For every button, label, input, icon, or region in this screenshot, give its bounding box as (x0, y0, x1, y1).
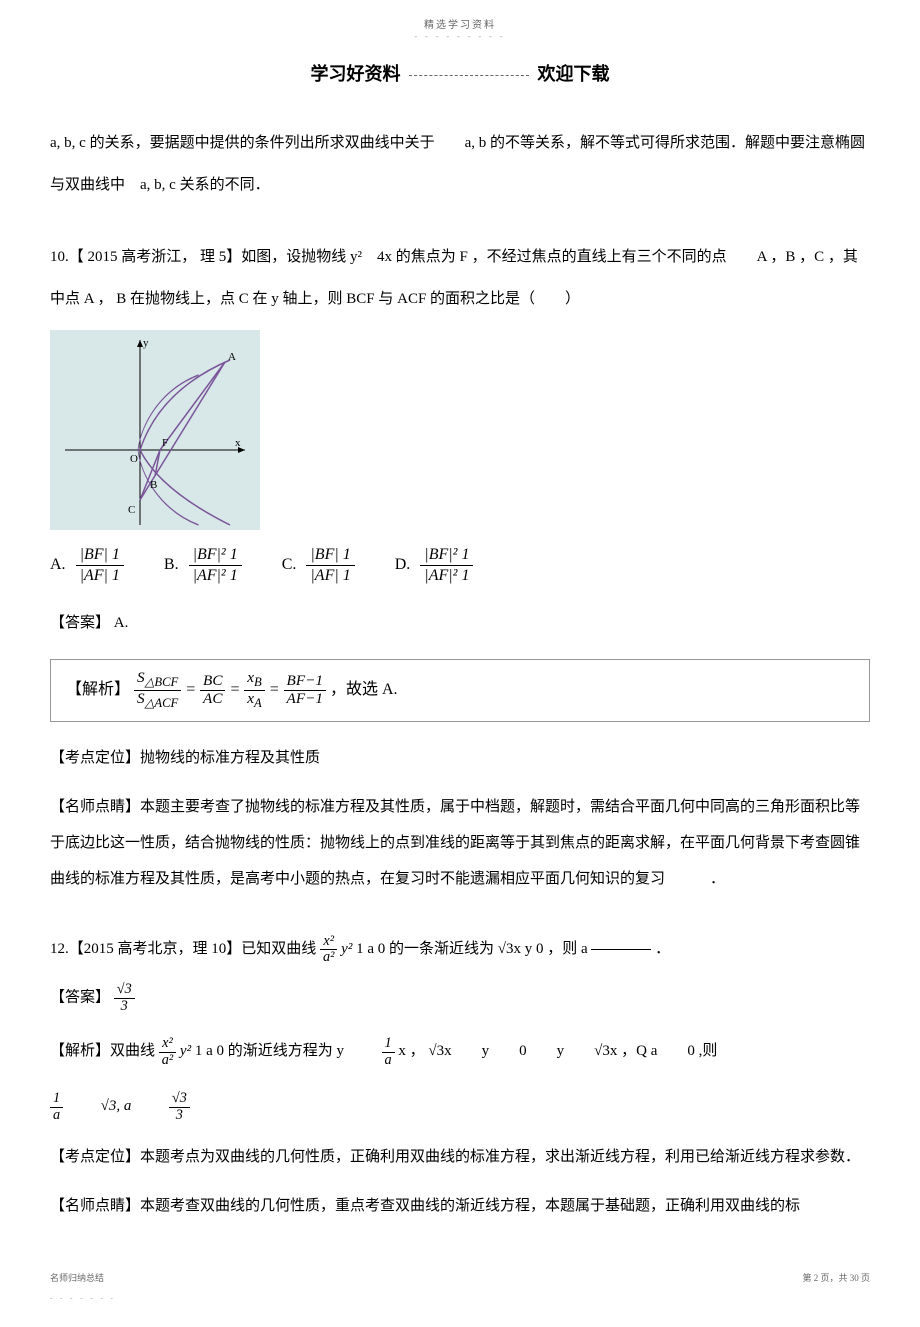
analysis-12: 【解析】双曲线 x² a² y² 1 a 0 的渐近线方程为 y 1 a x ，… (50, 1029, 870, 1074)
an12-fd2: a (382, 1053, 395, 1069)
bx-f4d: AF−1 (284, 691, 326, 708)
options-row: A. |BF| 1 |AF| 1 B. |BF|² 1 |AF|² 1 C. |… (50, 545, 870, 588)
bx-f1n: S△BCF (134, 670, 181, 691)
an12b-fn2: √3 (169, 1091, 190, 1108)
option-a-label: A. (50, 551, 66, 580)
bx-f1d: S△ACF (134, 691, 181, 711)
chart-svg: y x O A B C F (50, 330, 260, 530)
opt-b-den: |AF|² 1 (189, 566, 242, 587)
an12-fd1: a² (159, 1053, 176, 1069)
mingshi-1: 【名师点睛】本题主要考查了抛物线的标准方程及其性质，属于中档题，解题时，需结合平… (50, 789, 870, 897)
opt-d-den: |AF|² 1 (420, 566, 473, 587)
q12-c: ． (655, 941, 670, 957)
an12-d: √3, a (101, 1098, 132, 1114)
top-mini-text: 精选学习资料 (50, 20, 870, 32)
bx-f2n: BC (200, 673, 225, 691)
option-b-label: B. (164, 551, 179, 580)
opt-d-num: |BF|² 1 (420, 545, 473, 567)
footer-left: 名师归纳总结 (50, 1267, 116, 1290)
q12-fn: x² (320, 934, 337, 951)
bx-f3d: xA (244, 691, 264, 711)
label-b: B (150, 479, 157, 491)
an12-c: x ， √3x y 0 y √3x ，Q a 0 ,则 (398, 1043, 717, 1059)
option-c: C. |BF| 1 |AF| 1 (282, 545, 355, 588)
an12b-fd2: 3 (173, 1108, 186, 1124)
option-a: A. |BF| 1 |AF| 1 (50, 545, 124, 588)
label-x: x (235, 437, 241, 449)
analysis-12-line2: 1 a √3, a √3 3 (50, 1084, 870, 1129)
footer-right: 第 2 页，共 30 页 (802, 1267, 870, 1307)
option-d-label: D. (395, 551, 411, 580)
footer-left-sub: - - - - - - - (50, 1290, 116, 1308)
question-10: 10.【 2015 高考浙江， 理 5】如图，设抛物线 y² 4x 的焦点为 F… (50, 236, 870, 320)
answer12-label: 【答案】 (50, 990, 110, 1006)
an12b-fd1: a (50, 1108, 63, 1124)
answer-12: 【答案】 √3 3 (50, 982, 870, 1014)
analysis-box: 【解析】 S△BCF S△ACF = BC AC = xB xA = BF−1 … (50, 659, 870, 722)
title-gap (409, 75, 529, 76)
label-c: C (128, 504, 135, 516)
page-title: 学习好资料 欢迎下载 (50, 52, 870, 97)
bx-f2d: AC (200, 691, 225, 708)
box-tail: ，故选 A. (330, 681, 398, 698)
question-12: 12.【2015 高考北京，理 10】已知双曲线 x² a² y² 1 a 0 … (50, 927, 870, 972)
opt-a-den: |AF| 1 (76, 566, 124, 587)
option-c-label: C. (282, 551, 297, 580)
q12-y2: y² (341, 941, 356, 957)
label-y: y (143, 337, 149, 349)
a12-d: 3 (118, 999, 131, 1015)
bx-f3n: xB (244, 670, 264, 691)
analysis-label: 【解析】 (66, 681, 130, 698)
page-footer: 名师归纳总结 - - - - - - - 第 2 页，共 30 页 (50, 1267, 870, 1307)
option-b: B. |BF|² 1 |AF|² 1 (164, 545, 242, 588)
blank-line (591, 949, 651, 950)
top-mini-sub: - - - - - - - - - (50, 32, 870, 42)
paragraph-intro: a, b, c 的关系，要据题中提供的条件列出所求双曲线中关于 a, b 的不等… (50, 122, 870, 206)
label-a: A (228, 351, 236, 363)
label-f: F (162, 437, 168, 449)
label-o: O (130, 453, 138, 465)
q12-a: 12.【2015 高考北京，理 10】已知双曲线 (50, 941, 316, 957)
title-right: 欢迎下载 (538, 64, 610, 84)
mingshi-2: 【名师点睛】本题考查双曲线的几何性质，重点考查双曲线的渐近线方程，本题属于基础题… (50, 1185, 870, 1227)
opt-c-num: |BF| 1 (306, 545, 354, 567)
an12-a: 【解析】双曲线 (50, 1043, 155, 1059)
an12-fn1: x² (159, 1036, 176, 1053)
answer-a: 【答案】 A. (50, 602, 870, 644)
kaodian-2: 【考点定位】本题考点为双曲线的几何性质，正确利用双曲线的标准方程，求出渐近线方程… (50, 1139, 870, 1175)
an12-fn2: 1 (382, 1036, 395, 1053)
opt-a-num: |BF| 1 (76, 545, 124, 567)
opt-c-den: |AF| 1 (306, 566, 354, 587)
opt-b-num: |BF|² 1 (189, 545, 242, 567)
an12-y2: y² (180, 1043, 195, 1059)
title-left: 学习好资料 (311, 64, 401, 84)
an12-b: 1 a 0 的渐近线方程为 y (195, 1043, 344, 1059)
an12b-fn1: 1 (50, 1091, 63, 1108)
bx-f4n: BF−1 (284, 673, 326, 691)
option-d: D. |BF|² 1 |AF|² 1 (395, 545, 474, 588)
q12-b: 1 a 0 的一条渐近线为 √3x y 0 ，则 a (356, 941, 588, 957)
a12-n: √3 (114, 982, 135, 999)
parabola-chart: y x O A B C F (50, 330, 260, 530)
q12-fd: a² (320, 950, 337, 966)
kaodian-1: 【考点定位】抛物线的标准方程及其性质 (50, 737, 870, 779)
